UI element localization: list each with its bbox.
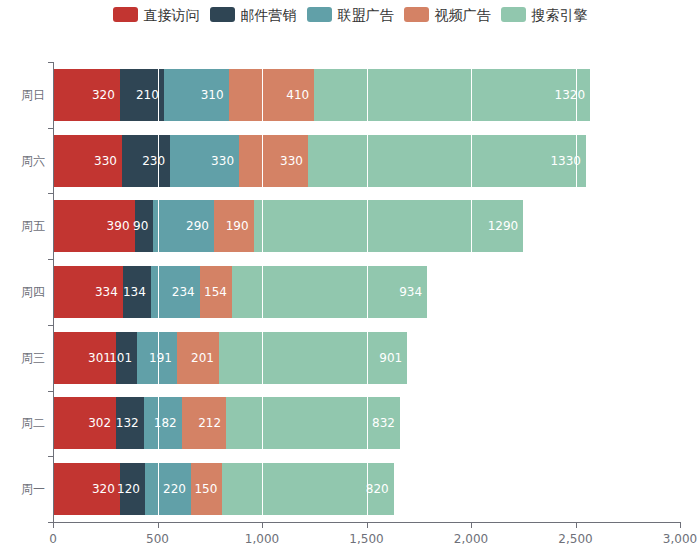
- bar-value-label: 182: [154, 417, 177, 429]
- bar-value-label: 134: [123, 286, 146, 298]
- gridline: [158, 62, 159, 522]
- bar-value-label: 220: [163, 483, 186, 495]
- bar-value-label: 101: [109, 352, 132, 364]
- legend-marker-icon: [307, 7, 332, 22]
- y-axis-label: 周二: [0, 417, 45, 429]
- bar-value-label: 330: [280, 155, 303, 167]
- x-axis-label: 1,500: [349, 533, 383, 545]
- y-axis-label: 周四: [0, 286, 45, 298]
- bar-value-label: 150: [194, 483, 217, 495]
- bar-value-label: 1330: [550, 155, 581, 167]
- bar-value-label: 832: [372, 417, 395, 429]
- y-axis-tick: [48, 259, 53, 260]
- y-axis-tick: [48, 193, 53, 194]
- y-axis-label: 周一: [0, 483, 45, 495]
- x-axis-tick: [158, 523, 159, 528]
- gridline: [262, 62, 263, 522]
- x-axis-tick: [576, 523, 577, 528]
- gridline: [680, 62, 681, 522]
- bar-value-label: 210: [136, 89, 159, 101]
- bar-segment[interactable]: [308, 135, 586, 187]
- legend-label: 联盟广告: [338, 8, 394, 22]
- y-axis-tick: [48, 522, 53, 523]
- legend: 直接访问 邮件营销 联盟广告 视频广告 搜索引擎: [0, 7, 700, 22]
- y-axis-tick: [48, 391, 53, 392]
- x-axis-tick: [367, 523, 368, 528]
- bar-value-label: 1290: [488, 220, 519, 232]
- bar-value-label: 320: [92, 483, 115, 495]
- legend-item-5[interactable]: 搜索引擎: [501, 7, 588, 22]
- x-axis-tick: [262, 523, 263, 528]
- bar-value-label: 820: [366, 483, 389, 495]
- x-axis-label: 2,500: [558, 533, 592, 545]
- legend-marker-icon: [113, 7, 138, 22]
- y-axis-tick: [48, 62, 53, 63]
- x-axis-label: 1,000: [245, 533, 279, 545]
- legend-label: 邮件营销: [241, 8, 297, 22]
- bar-value-label: 190: [226, 220, 249, 232]
- bar-value-label: 901: [379, 352, 402, 364]
- bar-value-label: 302: [88, 417, 111, 429]
- y-axis-label: 周日: [0, 89, 45, 101]
- bar-value-label: 1320: [555, 89, 586, 101]
- legend-item-2[interactable]: 邮件营销: [210, 7, 297, 22]
- bar-value-label: 212: [198, 417, 221, 429]
- bar-value-label: 154: [204, 286, 227, 298]
- y-axis-label: 周六: [0, 155, 45, 167]
- legend-label: 直接访问: [144, 8, 200, 22]
- bar-value-label: 90: [133, 220, 148, 232]
- legend-item-4[interactable]: 视频广告: [404, 7, 491, 22]
- bar-value-label: 201: [191, 352, 214, 364]
- x-axis-label: 2,000: [454, 533, 488, 545]
- legend-item-3[interactable]: 联盟广告: [307, 7, 394, 22]
- bar-value-label: 390: [107, 220, 130, 232]
- y-axis-label: 周三: [0, 352, 45, 364]
- y-axis-tick: [48, 128, 53, 129]
- bar-value-label: 310: [201, 89, 224, 101]
- gridline: [576, 62, 577, 522]
- bar-value-label: 120: [117, 483, 140, 495]
- x-axis-label: 500: [146, 533, 169, 545]
- y-axis-tick: [48, 456, 53, 457]
- bar-value-label: 191: [149, 352, 172, 364]
- y-axis-tick: [48, 325, 53, 326]
- legend-label: 视频广告: [435, 8, 491, 22]
- legend-marker-icon: [210, 7, 235, 22]
- stacked-bar-chart: 直接访问邮件营销联盟广告视频广告搜索引擎 3202103104101320330…: [0, 0, 700, 560]
- legend-label: 搜索引擎: [532, 8, 588, 22]
- gridline: [367, 62, 368, 522]
- bar-value-label: 330: [94, 155, 117, 167]
- bar-value-label: 320: [92, 89, 115, 101]
- x-axis-tick: [471, 523, 472, 528]
- y-axis-label: 周五: [0, 220, 45, 232]
- bar-value-label: 330: [211, 155, 234, 167]
- legend-marker-icon: [404, 7, 429, 22]
- y-axis-line: [53, 62, 54, 523]
- bar-value-label: 934: [399, 286, 422, 298]
- bar-value-label: 234: [172, 286, 195, 298]
- bar-value-label: 410: [286, 89, 309, 101]
- bar-segment[interactable]: [254, 200, 524, 252]
- bar-segment[interactable]: [314, 69, 590, 121]
- bar-value-label: 290: [186, 220, 209, 232]
- bar-value-label: 301: [88, 352, 111, 364]
- legend-item-1[interactable]: 直接访问: [113, 7, 200, 22]
- x-axis-tick: [53, 523, 54, 528]
- bar-value-label: 334: [95, 286, 118, 298]
- x-axis-tick: [680, 523, 681, 528]
- gridline: [471, 62, 472, 522]
- bar-value-label: 230: [142, 155, 165, 167]
- x-axis-label: 0: [49, 533, 57, 545]
- bar-value-label: 132: [116, 417, 139, 429]
- x-axis-label: 3,000: [663, 533, 697, 545]
- legend-marker-icon: [501, 7, 526, 22]
